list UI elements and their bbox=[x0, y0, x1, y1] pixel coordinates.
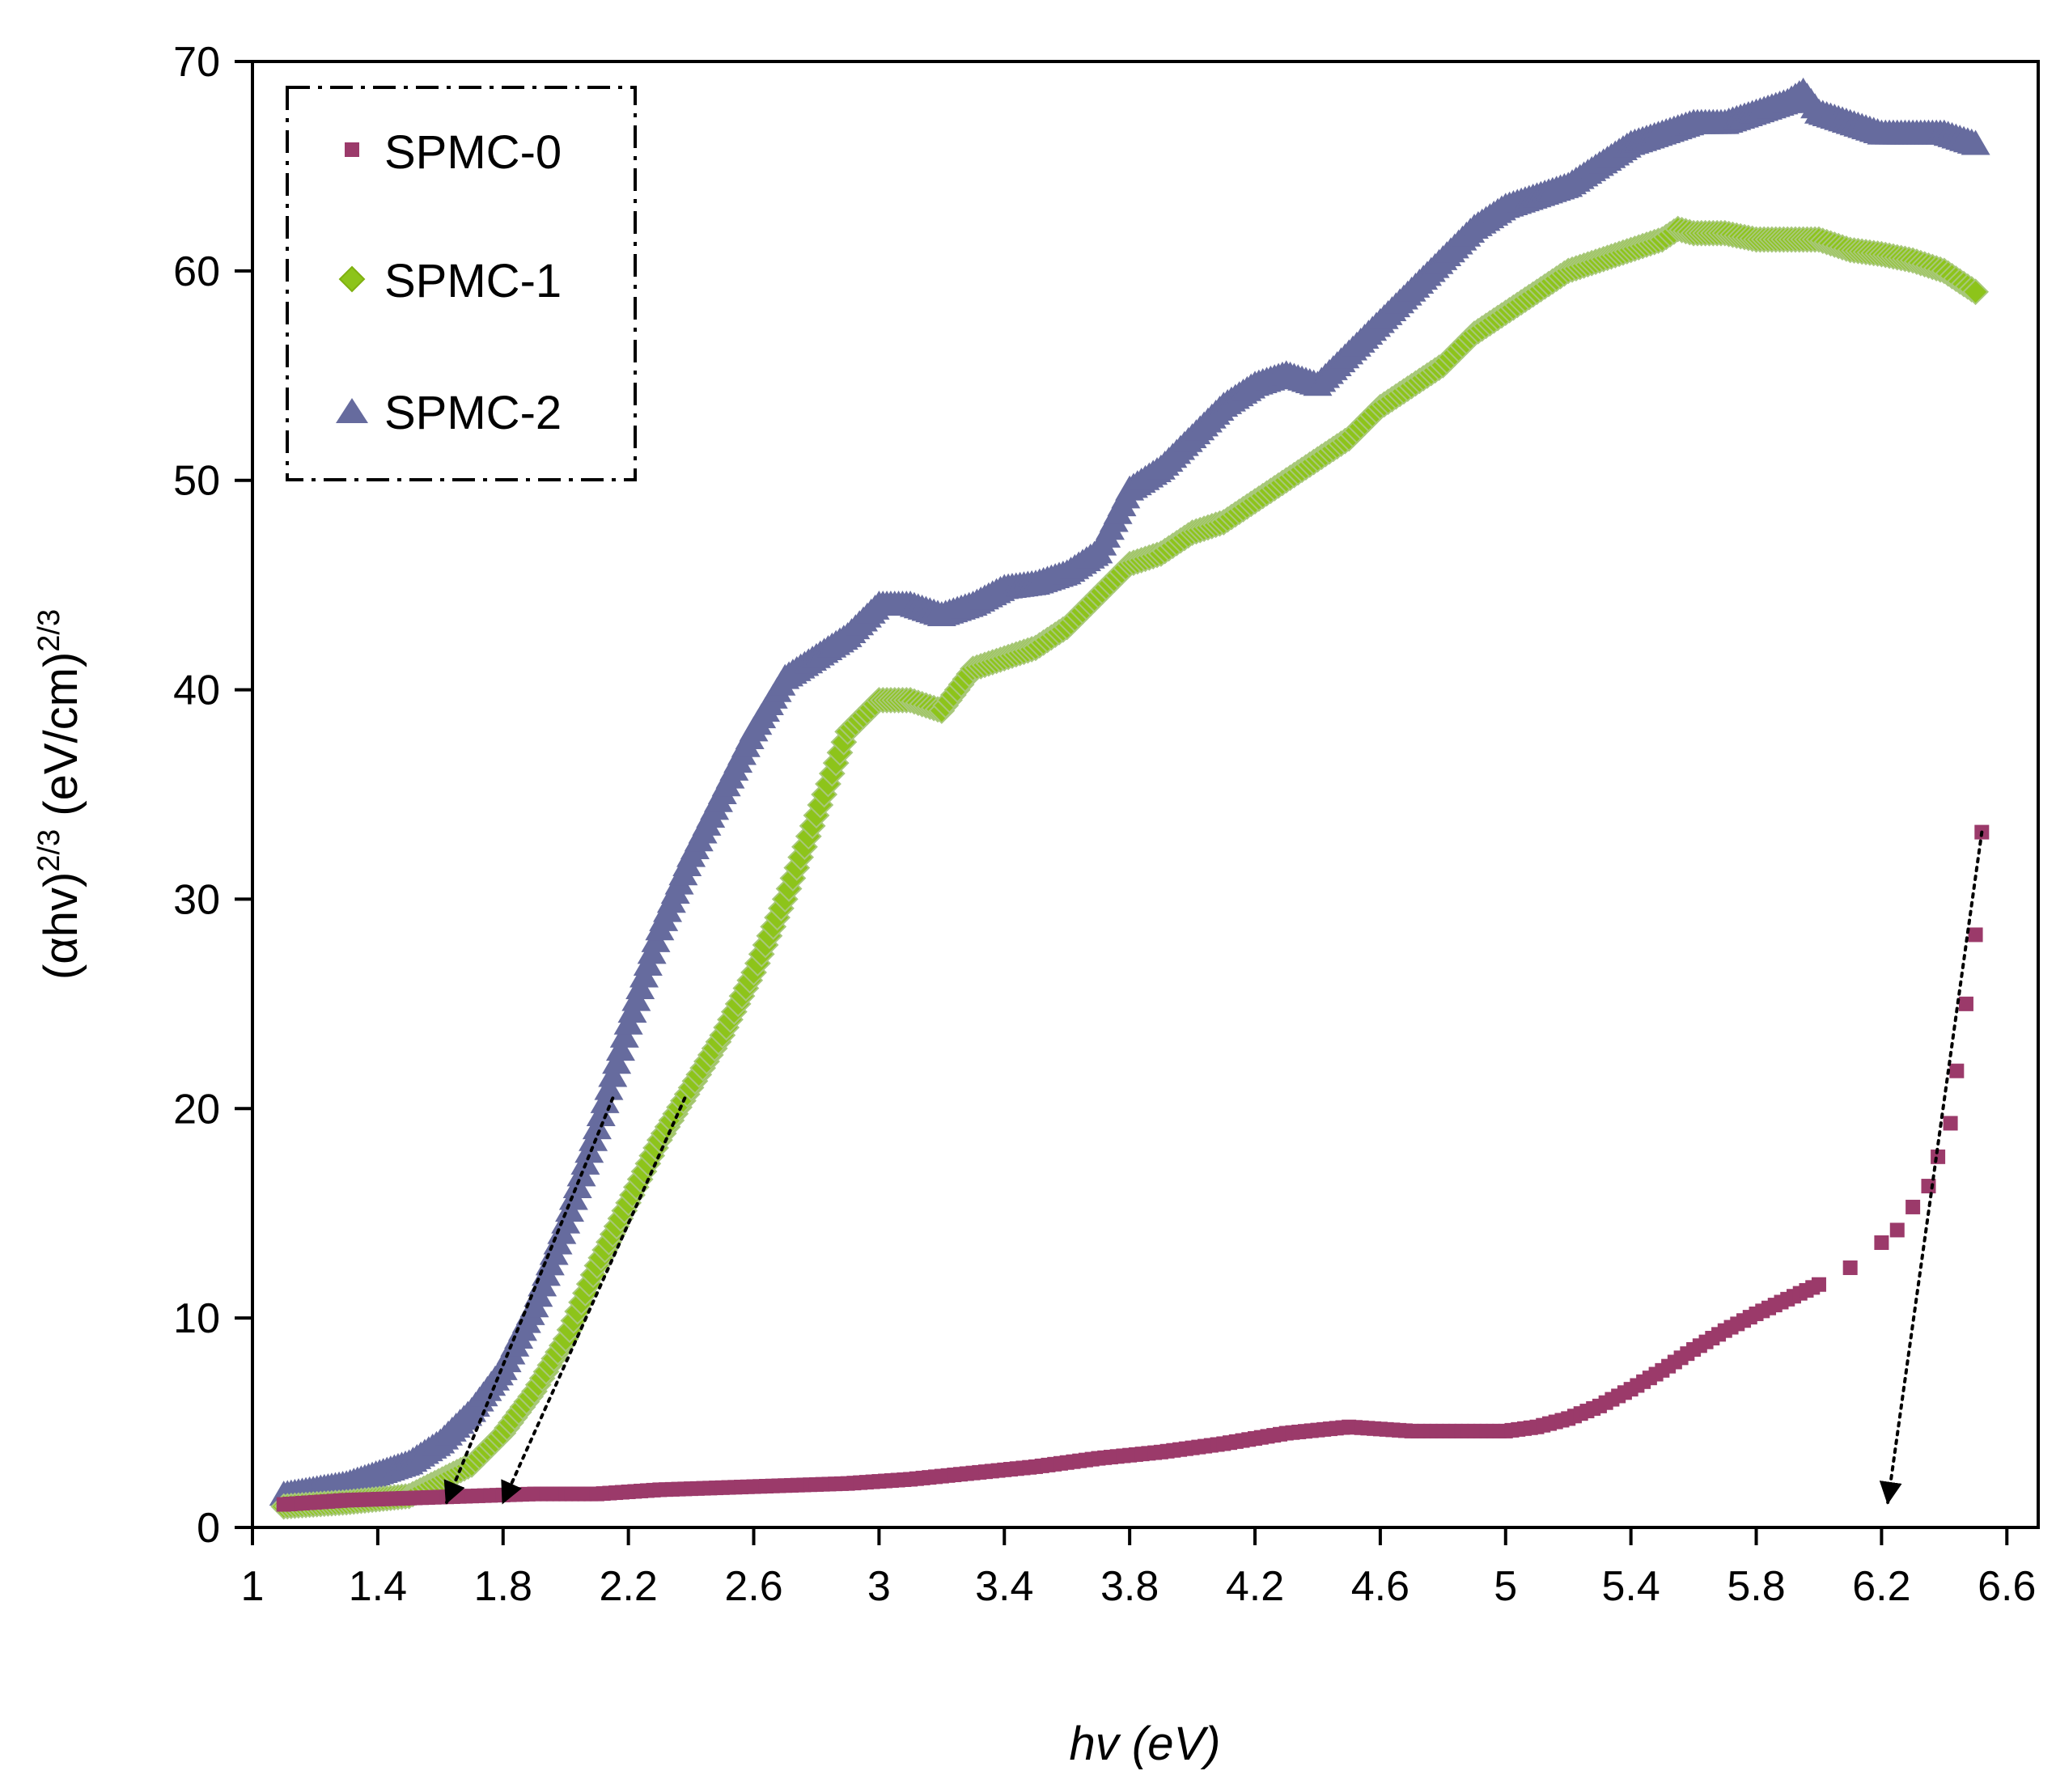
x-tick-label: 1.4 bbox=[349, 1563, 407, 1610]
extrapolation-arrow bbox=[1879, 830, 1984, 1505]
y-tick-label: 20 bbox=[173, 1086, 220, 1133]
x-tick-label: 6.2 bbox=[1852, 1563, 1910, 1610]
series-spmc-0 bbox=[276, 824, 1990, 1512]
legend-item-spmc-2: SPMC-2 bbox=[336, 387, 562, 439]
x-tick-label: 5 bbox=[1494, 1563, 1517, 1610]
data-point-square bbox=[1949, 1063, 1965, 1078]
data-point-triangle bbox=[590, 1087, 620, 1113]
svg-text:(αhv)2/3 (eV/cm)2/3: (αhv)2/3 (eV/cm)2/3 bbox=[32, 609, 87, 980]
x-tick-label: 3 bbox=[867, 1563, 891, 1610]
x-axis-title: hv (eV) bbox=[1070, 1718, 1221, 1770]
legend-marker-square bbox=[345, 142, 359, 157]
x-tick-label: 1.8 bbox=[474, 1563, 532, 1610]
extrapolation-arrow bbox=[501, 1096, 687, 1505]
data-point-triangle bbox=[586, 1100, 616, 1126]
extrapolation-arrow bbox=[443, 1096, 615, 1505]
data-point-triangle bbox=[1961, 129, 1990, 155]
data-point-diamond bbox=[1962, 278, 1989, 306]
data-point-square bbox=[1811, 1277, 1826, 1292]
y-tick-label: 40 bbox=[173, 667, 220, 714]
x-tick-label: 2.2 bbox=[599, 1563, 657, 1610]
series-spmc-2 bbox=[269, 77, 1990, 1506]
annotation-layer bbox=[443, 830, 1984, 1505]
series-layer bbox=[269, 77, 1990, 1520]
y-axis-title: (αhv)2/3 (eV/cm)2/3 bbox=[32, 609, 87, 980]
data-point-square bbox=[1889, 1222, 1905, 1238]
x-tick-label: 5.8 bbox=[1727, 1563, 1785, 1610]
y-tick-label: 30 bbox=[173, 876, 220, 923]
x-tick-label: 1 bbox=[241, 1563, 265, 1610]
data-point-square bbox=[1906, 1199, 1921, 1214]
legend: SPMC-0 SPMC-1 SPMC-2 bbox=[286, 86, 637, 481]
y-title-exp2: 2/3 bbox=[32, 609, 66, 652]
x-tick-label: 4.6 bbox=[1351, 1563, 1410, 1610]
data-point-triangle bbox=[602, 1049, 632, 1074]
y-tick-label: 0 bbox=[197, 1505, 220, 1552]
legend-marker-diamond bbox=[338, 265, 366, 293]
y-tick-label: 70 bbox=[173, 39, 220, 86]
y-tick-label: 60 bbox=[173, 248, 220, 295]
data-point-square bbox=[1921, 1179, 1936, 1194]
data-point-triangle bbox=[582, 1114, 612, 1140]
x-tick-label: 3.8 bbox=[1100, 1563, 1159, 1610]
legend-marker-triangle bbox=[336, 398, 368, 423]
data-point-triangle bbox=[598, 1061, 628, 1087]
data-point-triangle bbox=[609, 1022, 639, 1048]
y-title-exp1: 2/3 bbox=[32, 829, 66, 872]
data-point-square bbox=[1958, 996, 1973, 1011]
data-point-square bbox=[1943, 1116, 1958, 1131]
plot-area-frame bbox=[251, 60, 2040, 1529]
legend-item-spmc-0: SPMC-0 bbox=[345, 126, 562, 179]
data-point-square bbox=[1842, 1260, 1858, 1276]
y-title-base: (αhv) bbox=[35, 872, 87, 980]
x-axis: 1 1.4 1.8 2.2 2.6 3 3.4 3.8 4.2 4.6 5 5.4 5.8 6.2 6.6 bbox=[241, 1527, 2036, 1610]
y-title-mid: (eV/cm) bbox=[35, 652, 87, 829]
data-point-square bbox=[1874, 1235, 1889, 1250]
data-point-triangle bbox=[594, 1074, 624, 1100]
x-tick-label: 2.6 bbox=[724, 1563, 782, 1610]
x-tick-label: 3.4 bbox=[975, 1563, 1033, 1610]
x-tick-label: 4.2 bbox=[1226, 1563, 1284, 1610]
legend-item-spmc-1: SPMC-1 bbox=[338, 255, 562, 307]
data-point-square bbox=[1968, 927, 1983, 943]
x-tick-label: 5.4 bbox=[1602, 1563, 1660, 1610]
data-point-triangle bbox=[605, 1036, 635, 1061]
y-tick-label: 10 bbox=[173, 1295, 220, 1342]
y-axis: 0 10 20 30 40 50 60 70 bbox=[173, 39, 252, 1552]
y-tick-label: 50 bbox=[173, 458, 220, 505]
x-tick-label: 6.6 bbox=[1978, 1563, 2036, 1610]
series-spmc-1 bbox=[270, 215, 1989, 1520]
legend-label: SPMC-1 bbox=[384, 255, 562, 307]
legend-label: SPMC-2 bbox=[384, 387, 562, 439]
legend-label: SPMC-0 bbox=[384, 126, 562, 179]
